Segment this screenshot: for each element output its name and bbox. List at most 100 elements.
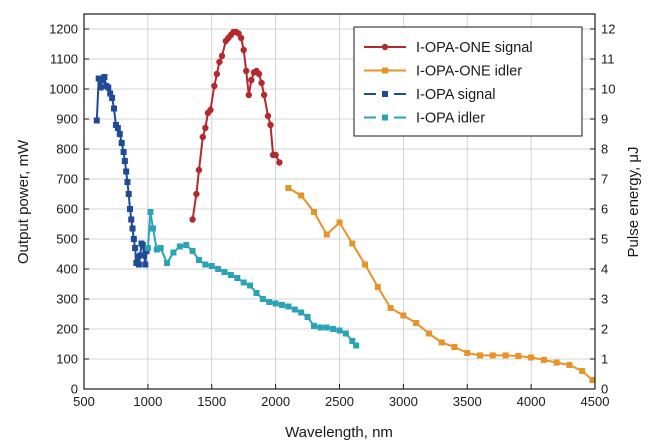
- data-point: [124, 179, 131, 185]
- data-point: [336, 219, 343, 226]
- y-tick-label: 300: [56, 292, 78, 307]
- data-point: [425, 330, 432, 337]
- data-point: [553, 359, 560, 366]
- y2-tick-label: 7: [601, 172, 608, 187]
- data-point: [291, 306, 298, 313]
- data-point: [260, 91, 268, 99]
- data-point: [285, 303, 292, 310]
- data-point: [123, 168, 130, 175]
- data-point: [323, 324, 330, 331]
- data-point: [118, 140, 125, 146]
- x-tick-label: 4500: [581, 394, 610, 409]
- data-point: [170, 249, 177, 256]
- data-point: [362, 261, 369, 268]
- y2-tick-label: 4: [601, 262, 608, 277]
- data-point: [101, 74, 108, 80]
- data-point: [451, 344, 458, 350]
- y2-tick-label: 0: [601, 382, 608, 397]
- data-point: [272, 151, 279, 159]
- y2-tick-label: 6: [601, 202, 608, 217]
- series-line: [287, 187, 594, 381]
- data-point: [349, 338, 356, 344]
- data-point: [199, 133, 207, 141]
- data-point: [353, 342, 360, 349]
- y-tick-label: 600: [56, 202, 78, 217]
- data-point: [129, 225, 136, 232]
- data-point: [144, 245, 151, 251]
- y-tick-label: 500: [56, 232, 78, 247]
- data-point: [240, 279, 247, 286]
- legend-label: I-OPA-ONE signal: [416, 40, 533, 56]
- data-point: [589, 377, 596, 383]
- data-point: [317, 324, 324, 331]
- data-point: [253, 290, 260, 296]
- data-point: [215, 266, 222, 272]
- data-point: [128, 216, 135, 223]
- data-point: [105, 84, 112, 91]
- data-point: [502, 352, 509, 359]
- data-point: [566, 362, 573, 368]
- data-point: [153, 246, 160, 253]
- data-point: [240, 46, 247, 54]
- data-point: [310, 323, 317, 329]
- data-point: [193, 190, 200, 198]
- data-point: [202, 124, 209, 132]
- y-tick-label: 0: [71, 382, 78, 397]
- y2-tick-label: 2: [601, 322, 608, 337]
- data-point: [109, 95, 116, 101]
- data-point: [126, 206, 133, 212]
- data-point: [149, 225, 156, 232]
- data-point: [135, 261, 142, 268]
- legend: I-OPA-ONE signal I-OPA-ONE idler I-OPA sig…: [353, 26, 583, 137]
- data-point: [121, 158, 128, 164]
- y2-axis-label: Pulse energy, μJ: [625, 147, 642, 258]
- data-point: [216, 58, 223, 66]
- x-tick-label: 500: [73, 394, 95, 409]
- data-point: [141, 252, 148, 259]
- data-point: [540, 356, 547, 363]
- data-point: [195, 166, 203, 174]
- data-point: [579, 368, 586, 374]
- data-point: [227, 272, 234, 278]
- legend-swatch-marker: [382, 114, 388, 121]
- data-point: [176, 243, 183, 250]
- series-2: [93, 74, 150, 268]
- y-tick-label: 800: [56, 142, 78, 157]
- y-tick-label: 1200: [49, 22, 78, 37]
- y2-tick-label: 11: [601, 52, 615, 67]
- data-point: [255, 70, 263, 78]
- legend-item: I-OPA-ONE signal: [364, 40, 533, 56]
- y2-tick-label: 10: [601, 82, 615, 97]
- data-point: [304, 314, 311, 320]
- data-point: [247, 282, 254, 289]
- series-layer: [93, 28, 596, 383]
- data-point: [400, 312, 407, 319]
- x-tick-label: 1000: [133, 394, 162, 409]
- data-point: [234, 275, 241, 281]
- data-point: [489, 352, 496, 359]
- data-point: [259, 296, 266, 302]
- x-tick-label: 3500: [453, 394, 482, 409]
- data-point: [120, 149, 127, 155]
- data-point: [237, 34, 245, 42]
- data-point: [114, 125, 121, 131]
- data-point: [272, 300, 279, 307]
- data-point: [97, 84, 104, 91]
- y-tick-label: 1000: [49, 82, 78, 97]
- legend-label: I-OPA signal: [416, 87, 496, 103]
- legend-item: I-OPA signal: [364, 87, 496, 103]
- series-line: [95, 76, 148, 266]
- data-point: [147, 209, 154, 215]
- data-point: [195, 257, 202, 263]
- data-point: [310, 209, 317, 215]
- y-axis-label: Output power, mW: [15, 139, 32, 264]
- data-point: [374, 284, 381, 290]
- x-tick-label: 4000: [517, 394, 546, 409]
- y-tick-label: 900: [56, 112, 78, 127]
- data-point: [515, 353, 522, 359]
- data-point: [107, 90, 114, 97]
- data-point: [330, 326, 337, 332]
- data-point: [464, 350, 471, 356]
- series-0: [189, 28, 283, 223]
